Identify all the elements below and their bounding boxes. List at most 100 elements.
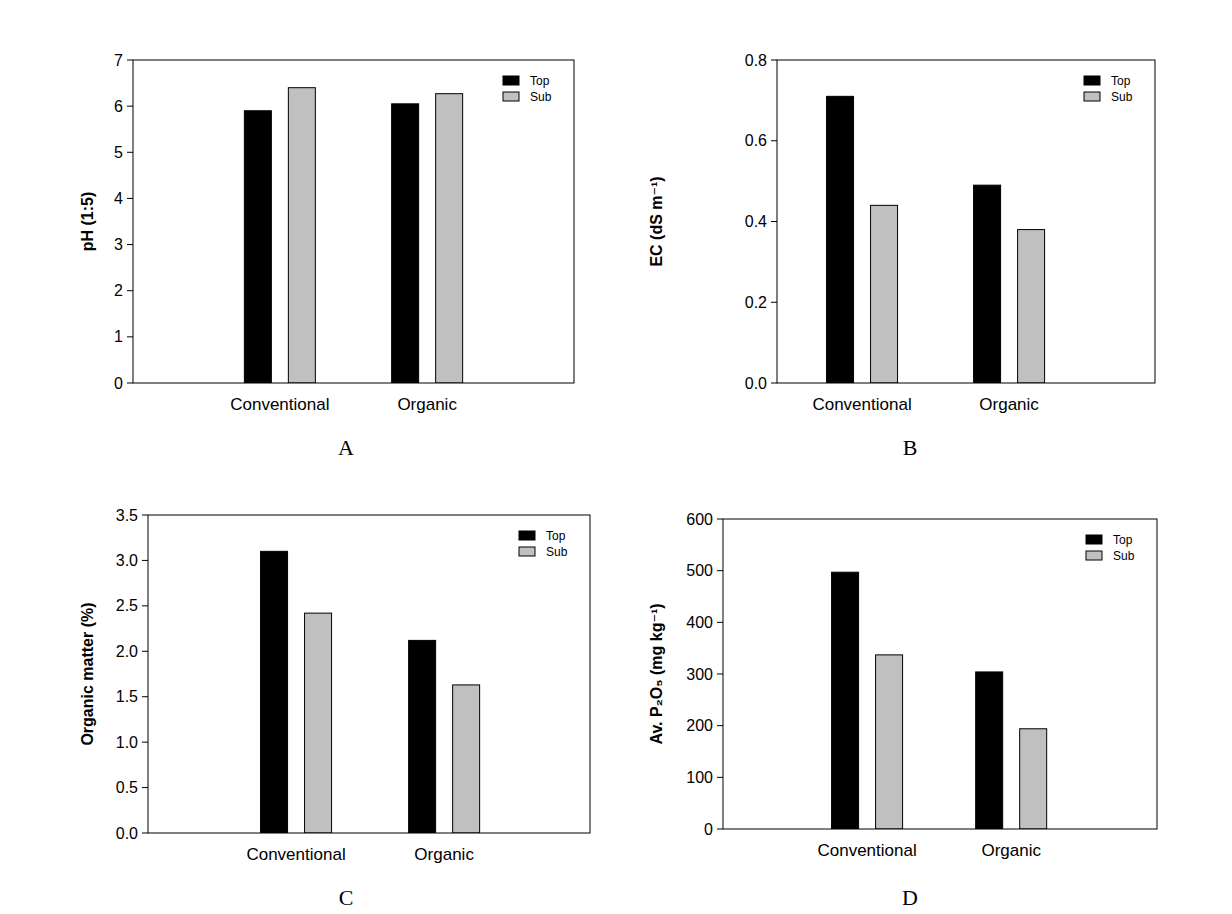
legend-swatch bbox=[503, 76, 519, 85]
y-tick bbox=[717, 622, 723, 623]
bar bbox=[392, 104, 419, 383]
legend-swatch bbox=[1084, 76, 1100, 85]
legend-label: Sub bbox=[1113, 549, 1135, 563]
bar bbox=[453, 685, 480, 833]
y-tick bbox=[142, 560, 148, 561]
y-tick-label: 1.0 bbox=[116, 734, 138, 751]
bars bbox=[261, 551, 480, 833]
bar bbox=[976, 672, 1003, 829]
y-tick-label: 200 bbox=[686, 717, 713, 734]
bar bbox=[827, 96, 854, 383]
bar bbox=[1018, 230, 1045, 383]
legend-swatch bbox=[1086, 535, 1102, 544]
y-tick-label: 100 bbox=[686, 769, 713, 786]
y-tick-label: 7 bbox=[114, 52, 123, 69]
x-tick-label: Organic bbox=[397, 395, 457, 414]
bar bbox=[974, 185, 1001, 383]
legend-swatch bbox=[1084, 92, 1100, 101]
x-tick-label: Conventional bbox=[246, 845, 345, 864]
y-tick bbox=[127, 106, 133, 107]
figure: 01234567ConventionalOrganicpH (1:5)ATopS… bbox=[0, 0, 1232, 914]
y-tick bbox=[142, 696, 148, 697]
y-tick bbox=[771, 60, 777, 61]
bar bbox=[1020, 729, 1047, 829]
bars bbox=[832, 572, 1047, 829]
y-tick bbox=[771, 383, 777, 384]
y-tick-label: 0.2 bbox=[745, 294, 767, 311]
y-tick-label: 0 bbox=[114, 375, 123, 392]
y-tick-label: 0.0 bbox=[116, 825, 138, 842]
frame bbox=[777, 60, 1155, 383]
y-tick-label: 6 bbox=[114, 98, 123, 115]
bar bbox=[436, 94, 463, 383]
legend-label: Top bbox=[530, 74, 550, 88]
y-tick-label: 4 bbox=[114, 190, 123, 207]
y-tick bbox=[127, 244, 133, 245]
y-tick bbox=[717, 570, 723, 571]
x-tick-label: Conventional bbox=[230, 395, 329, 414]
y-axis-label: EC (dS m⁻¹) bbox=[648, 176, 665, 266]
panel: 0.00.51.01.52.02.53.03.5ConventionalOrga… bbox=[79, 507, 590, 911]
y-axis-label: pH (1:5) bbox=[79, 192, 96, 252]
bar bbox=[871, 205, 898, 383]
y-tick-label: 3.0 bbox=[116, 552, 138, 569]
y-tick bbox=[142, 515, 148, 516]
y-tick bbox=[771, 140, 777, 141]
y-tick-label: 400 bbox=[686, 614, 713, 631]
y-tick-label: 3 bbox=[114, 236, 123, 253]
bars bbox=[827, 96, 1045, 383]
legend-label: Top bbox=[1111, 74, 1131, 88]
y-tick-label: 0.5 bbox=[116, 779, 138, 796]
legend-swatch bbox=[1086, 551, 1102, 560]
legend-swatch bbox=[519, 547, 535, 556]
y-tick bbox=[142, 742, 148, 743]
panel: 0 100 200 300 400 500 600 Conventional Organic Av… bbox=[648, 511, 1157, 911]
legend-swatch bbox=[503, 92, 519, 101]
bar bbox=[409, 640, 436, 833]
y-tick-label: 0.0 bbox=[745, 375, 767, 392]
y-tick-label: 0 bbox=[704, 821, 713, 838]
frame bbox=[133, 60, 574, 383]
bar bbox=[832, 572, 859, 829]
x-tick-label: Organic bbox=[979, 395, 1039, 414]
y-tick bbox=[127, 336, 133, 337]
bar bbox=[261, 551, 288, 833]
x-tick-label: Conventional bbox=[817, 841, 916, 860]
y-tick-label: 0.6 bbox=[745, 132, 767, 149]
bars bbox=[244, 88, 462, 383]
y-tick bbox=[717, 725, 723, 726]
y-tick bbox=[127, 60, 133, 61]
y-tick-label: 3.5 bbox=[116, 507, 138, 524]
bar bbox=[288, 88, 315, 383]
legend-label: Sub bbox=[1111, 90, 1133, 104]
x-tick-label: Organic bbox=[414, 845, 474, 864]
panel-title: C bbox=[339, 885, 354, 910]
panel-title: B bbox=[903, 435, 918, 460]
legend-label: Sub bbox=[530, 90, 552, 104]
y-tick bbox=[717, 674, 723, 675]
y-tick-label: 300 bbox=[686, 666, 713, 683]
bar bbox=[244, 111, 271, 383]
y-tick bbox=[127, 383, 133, 384]
y-tick-label: 2.5 bbox=[116, 597, 138, 614]
y-tick bbox=[127, 198, 133, 199]
y-axis-label: Organic matter (%) bbox=[79, 602, 96, 745]
y-tick bbox=[127, 290, 133, 291]
y-tick bbox=[717, 519, 723, 520]
y-tick-label: 500 bbox=[686, 562, 713, 579]
frame bbox=[148, 515, 590, 833]
panel-title: D bbox=[902, 885, 918, 910]
y-tick bbox=[142, 787, 148, 788]
legend-label: Top bbox=[1113, 533, 1133, 547]
panel: 01234567ConventionalOrganicpH (1:5)ATopS… bbox=[79, 52, 574, 461]
panel: 0.00.20.40.60.8ConventionalOrganicEC (dS… bbox=[648, 52, 1155, 461]
bar bbox=[305, 613, 332, 833]
y-tick-label: 0.8 bbox=[745, 52, 767, 69]
y-tick-label: 600 bbox=[686, 511, 713, 528]
y-tick bbox=[142, 651, 148, 652]
x-tick-label: Organic bbox=[981, 841, 1041, 860]
x-tick-label: Conventional bbox=[812, 395, 911, 414]
y-tick bbox=[717, 829, 723, 830]
y-axis-label: Av. P₂O₅ (mg kg⁻¹) bbox=[648, 603, 665, 744]
legend-swatch bbox=[519, 531, 535, 540]
